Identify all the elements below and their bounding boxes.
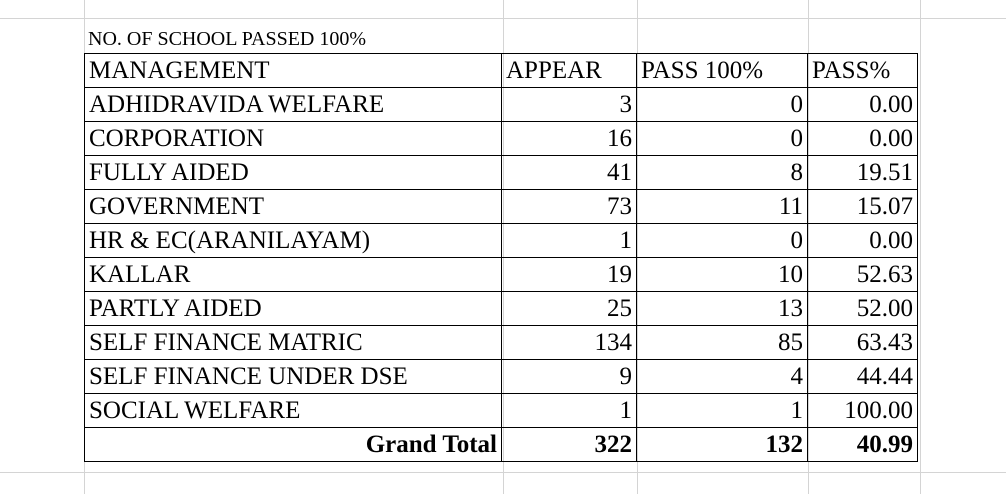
grand-total-label[interactable]: Grand Total xyxy=(84,427,502,462)
management-cell[interactable]: SOCIAL WELFARE xyxy=(84,393,502,428)
sheet-caption[interactable]: NO. OF SCHOOL PASSED 100% xyxy=(88,28,367,50)
pass-pct-cell[interactable]: 44.44 xyxy=(807,359,918,394)
pass100-cell[interactable]: 13 xyxy=(636,291,808,326)
table-row: SOCIAL WELFARE 1 1 100.00 xyxy=(84,393,918,428)
pass-pct-cell[interactable]: 100.00 xyxy=(807,393,918,428)
table-row: GOVERNMENT 73 11 15.07 xyxy=(84,189,918,224)
pass100-cell[interactable]: 4 xyxy=(636,359,808,394)
management-cell[interactable]: CORPORATION xyxy=(84,121,502,156)
pass-pct-cell[interactable]: 52.00 xyxy=(807,291,918,326)
pass100-cell[interactable]: 10 xyxy=(636,257,808,292)
table-row: SELF FINANCE MATRIC 134 85 63.43 xyxy=(84,325,918,360)
appear-cell[interactable]: 134 xyxy=(501,325,637,360)
pass100-cell[interactable]: 11 xyxy=(636,189,808,224)
pass100-cell[interactable]: 8 xyxy=(636,155,808,190)
pass100-cell[interactable]: 1 xyxy=(636,393,808,428)
pass-pct-cell[interactable]: 0.00 xyxy=(807,87,918,122)
pass100-cell[interactable]: 0 xyxy=(636,223,808,258)
pass100-cell[interactable]: 85 xyxy=(636,325,808,360)
management-cell[interactable]: SELF FINANCE UNDER DSE xyxy=(84,359,502,394)
appear-cell[interactable]: 19 xyxy=(501,257,637,292)
pass-pct-cell[interactable]: 52.63 xyxy=(807,257,918,292)
appear-cell[interactable]: 25 xyxy=(501,291,637,326)
pass-pct-cell[interactable]: 0.00 xyxy=(807,223,918,258)
header-management[interactable]: MANAGEMENT xyxy=(84,53,502,88)
appear-cell[interactable]: 41 xyxy=(501,155,637,190)
management-cell[interactable]: FULLY AIDED xyxy=(84,155,502,190)
header-pass100[interactable]: PASS 100% xyxy=(636,53,808,88)
appear-cell[interactable]: 16 xyxy=(501,121,637,156)
management-cell[interactable]: GOVERNMENT xyxy=(84,189,502,224)
grand-total-pass100[interactable]: 132 xyxy=(636,427,808,462)
appear-cell[interactable]: 1 xyxy=(501,393,637,428)
pass-pct-cell[interactable]: 63.43 xyxy=(807,325,918,360)
management-cell[interactable]: KALLAR xyxy=(84,257,502,292)
appear-cell[interactable]: 9 xyxy=(501,359,637,394)
header-row: MANAGEMENT APPEAR PASS 100% PASS% xyxy=(84,53,918,88)
appear-cell[interactable]: 3 xyxy=(501,87,637,122)
pass-pct-cell[interactable]: 19.51 xyxy=(807,155,918,190)
table-row: KALLAR 19 10 52.63 xyxy=(84,257,918,292)
table-row: HR & EC(ARANILAYAM) 1 0 0.00 xyxy=(84,223,918,258)
grand-total-appear[interactable]: 322 xyxy=(501,427,637,462)
pass100-cell[interactable]: 0 xyxy=(636,121,808,156)
pass100-cell[interactable]: 0 xyxy=(636,87,808,122)
appear-cell[interactable]: 73 xyxy=(501,189,637,224)
appear-cell[interactable]: 1 xyxy=(501,223,637,258)
management-cell[interactable]: HR & EC(ARANILAYAM) xyxy=(84,223,502,258)
table-row: FULLY AIDED 41 8 19.51 xyxy=(84,155,918,190)
pass-pct-cell[interactable]: 0.00 xyxy=(807,121,918,156)
table-row: ADHIDRAVIDA WELFARE 3 0 0.00 xyxy=(84,87,918,122)
management-cell[interactable]: ADHIDRAVIDA WELFARE xyxy=(84,87,502,122)
management-cell[interactable]: PARTLY AIDED xyxy=(84,291,502,326)
table-row: PARTLY AIDED 25 13 52.00 xyxy=(84,291,918,326)
header-pass-pct[interactable]: PASS% xyxy=(807,53,918,88)
table-row: CORPORATION 16 0 0.00 xyxy=(84,121,918,156)
results-table: MANAGEMENT APPEAR PASS 100% PASS% ADHIDR… xyxy=(84,53,918,462)
pass-pct-cell[interactable]: 15.07 xyxy=(807,189,918,224)
management-cell[interactable]: SELF FINANCE MATRIC xyxy=(84,325,502,360)
table-row: SELF FINANCE UNDER DSE 9 4 44.44 xyxy=(84,359,918,394)
grand-total-pass-pct[interactable]: 40.99 xyxy=(807,427,918,462)
header-appear[interactable]: APPEAR xyxy=(501,53,637,88)
grand-total-row: Grand Total 322 132 40.99 xyxy=(84,427,918,462)
